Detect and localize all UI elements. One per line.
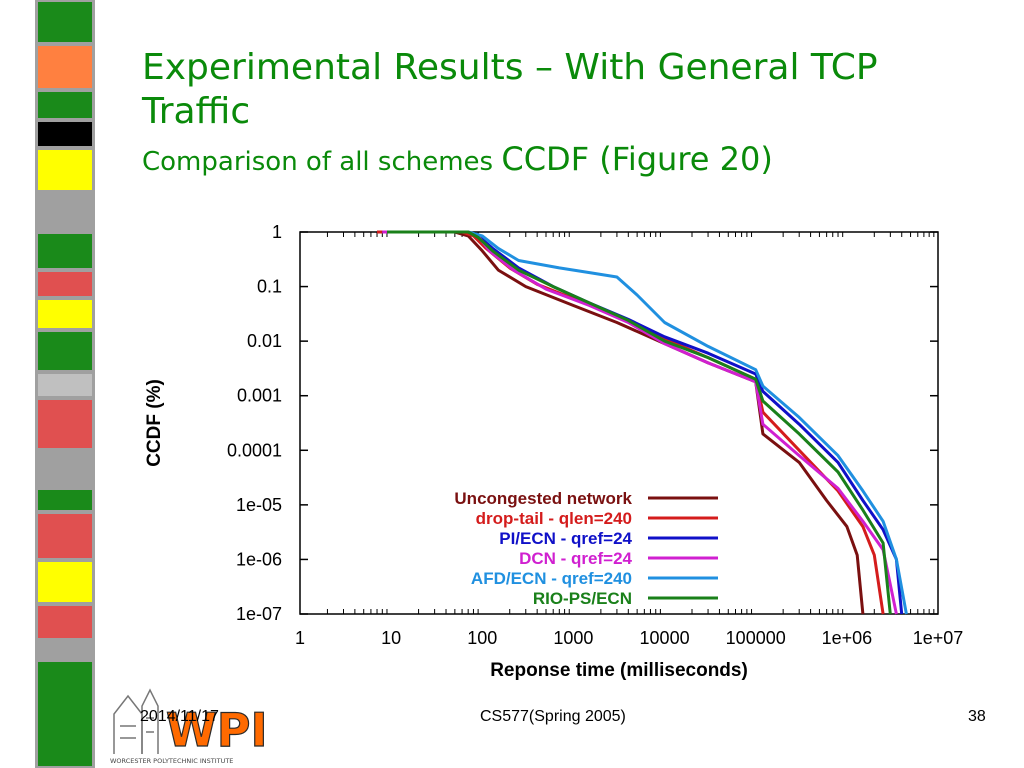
page-number: 38 — [968, 708, 986, 725]
series-line — [387, 230, 892, 615]
y-tick-label: 1e-05 — [236, 495, 282, 515]
subtitle-figure: CCDF (Figure 20) — [501, 140, 773, 178]
stripe-block — [38, 662, 92, 766]
y-tick-label: 1e-07 — [236, 604, 282, 624]
legend-label: Uncongested network — [454, 489, 632, 508]
wpi-logo: WPI WORCESTER POLYTECHNIC INSTITUTE — [110, 688, 268, 765]
subtitle-small: Comparison of all schemes — [142, 147, 494, 177]
x-tick-label: 1e+07 — [913, 628, 964, 648]
legend-label: RIO-PS/ECN — [533, 589, 632, 608]
stripe-block — [38, 300, 92, 328]
stripe-block — [38, 606, 92, 638]
stripe-block — [38, 332, 92, 370]
stripe-block — [38, 272, 92, 296]
stripe-block — [38, 122, 92, 146]
x-tick-label: 1e+06 — [822, 628, 873, 648]
y-axis-label: CCDF (%) — [144, 379, 165, 467]
footer-course: CS577(Spring 2005) — [480, 708, 626, 725]
stripe-block — [38, 562, 92, 602]
series-line — [391, 230, 908, 615]
y-tick-label: 0.001 — [237, 386, 282, 406]
stripe-block — [38, 490, 92, 510]
stripe-block — [38, 400, 92, 448]
logo-text: WPI — [166, 703, 268, 757]
legend-label: AFD/ECN - qref=240 — [471, 569, 632, 588]
y-tick-label: 1 — [272, 222, 282, 242]
x-tick-label: 10000 — [640, 628, 690, 648]
stripe-block — [38, 194, 92, 230]
stripe-block — [38, 46, 92, 88]
x-tick-label: 1000 — [553, 628, 593, 648]
legend-label: drop-tail - qlen=240 — [476, 509, 632, 528]
stripe-block — [38, 2, 92, 42]
stripe-block — [38, 234, 92, 268]
footer-date: 2014/11/17 — [140, 708, 219, 725]
logo-caption: WORCESTER POLYTECHNIC INSTITUTE — [110, 757, 233, 765]
x-tick-label: 100000 — [726, 628, 786, 648]
plot-area — [299, 231, 939, 615]
series-line — [382, 230, 904, 615]
stripe-block — [38, 92, 92, 118]
x-tick-label: 100 — [467, 628, 497, 648]
x-tick-label: 10 — [381, 628, 401, 648]
y-tick-label: 0.1 — [257, 277, 282, 297]
decorative-stripe — [0, 0, 110, 768]
legend-label: DCN - qref=24 — [519, 549, 632, 568]
stripe-block — [38, 514, 92, 558]
legend-label: PI/ECN - qref=24 — [499, 529, 632, 548]
stripe-block — [38, 452, 92, 486]
stripe-block — [38, 150, 92, 190]
slide-title: Experimental Results – With General TCP … — [142, 47, 878, 132]
y-tick-label: 0.0001 — [227, 440, 282, 460]
x-tick-label: 1 — [295, 628, 305, 648]
stripe-block — [38, 374, 92, 396]
y-tick-label: 0.01 — [247, 331, 282, 351]
y-tick-label: 1e-06 — [236, 549, 282, 569]
x-axis-label: Reponse time (milliseconds) — [490, 660, 748, 681]
slide-subtitle: Comparison of all schemes CCDF (Figure 2… — [142, 140, 773, 178]
